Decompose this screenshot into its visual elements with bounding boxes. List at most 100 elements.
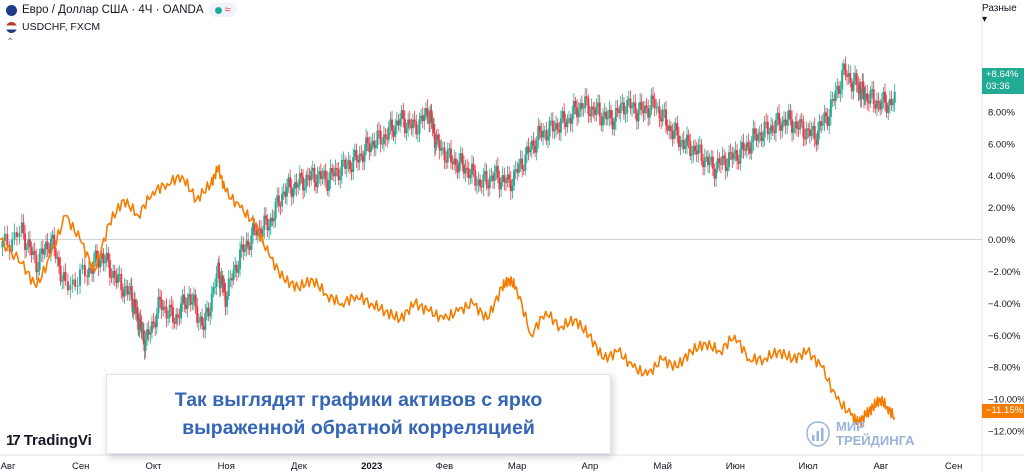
eurusd-candle — [546, 136, 549, 141]
eurusd-candle — [828, 116, 831, 126]
eurusd-candle — [721, 155, 724, 165]
eurusd-candle — [818, 121, 821, 131]
eurusd-candle — [861, 81, 864, 95]
eurusd-candle — [522, 168, 525, 171]
eurusd-candle — [669, 125, 672, 132]
eurusd-candle — [791, 119, 794, 133]
eurusd-candle — [694, 145, 697, 151]
eurusd-candle — [888, 98, 891, 105]
eurusd-candle — [618, 110, 621, 114]
eurusd-candle — [197, 321, 200, 323]
eurusd-candle — [402, 110, 405, 120]
eurusd-candle — [271, 217, 274, 222]
eurusd-candle — [18, 232, 21, 238]
eurusd-candle — [884, 91, 887, 103]
eurusd-candle — [28, 239, 31, 247]
eurusd-candle — [434, 144, 437, 148]
eurusd-candle — [506, 174, 509, 183]
eurusd-candle — [792, 128, 795, 133]
eurusd-candle — [41, 248, 44, 255]
x-tick-label: Июл — [798, 461, 817, 472]
x-tick-label: Июн — [726, 461, 745, 472]
status-pill[interactable]: ≈ — [208, 3, 237, 17]
eurusd-candle — [284, 191, 287, 197]
eurusd-candle — [294, 182, 297, 189]
tradingview-logo[interactable]: 17 TradingVi — [6, 432, 92, 449]
eurusd-candle — [711, 156, 714, 169]
eurusd-candle — [35, 254, 38, 273]
eurusd-candle — [224, 291, 227, 307]
eurusd-candle — [627, 98, 630, 100]
eurusd-candle — [215, 273, 218, 287]
eurusd-candle — [461, 153, 464, 165]
eurusd-candle — [157, 296, 160, 314]
x-tick-label: Дек — [291, 461, 308, 472]
collapse-legend-chevron-icon[interactable]: ⌃ — [6, 37, 15, 48]
eurusd-candle — [726, 167, 729, 171]
tradingview-mark-icon: 17 — [6, 432, 21, 449]
eurusd-candle — [274, 201, 277, 219]
eurusd-candle — [138, 329, 141, 331]
eurusd-candle — [770, 125, 773, 134]
eurusd-candle — [192, 294, 195, 302]
eurusd-candle — [574, 100, 577, 108]
eurusd-candle — [327, 180, 330, 191]
eurusd-candle — [869, 90, 872, 104]
eurusd-candle — [353, 149, 356, 158]
eurusd-candle — [366, 137, 369, 144]
eurusd-candle — [611, 118, 614, 130]
eurusd-candle — [340, 159, 343, 176]
caption-line-1: Так выглядят графики активов с ярко — [174, 389, 543, 411]
eurusd-candle — [316, 174, 319, 188]
eurusd-candle — [540, 131, 543, 138]
eurusd-candle — [648, 110, 651, 118]
second-symbol-label: USDCHF, FXCM — [22, 21, 101, 33]
eurusd-candle — [56, 257, 59, 259]
eurusd-candle — [858, 87, 861, 90]
eurusd-candle — [509, 179, 512, 192]
scale-mode-button[interactable]: Разные ▾ — [982, 3, 1017, 25]
eurusd-candle — [61, 280, 64, 282]
second-symbol-legend[interactable]: USDCHF, FXCM — [6, 21, 100, 33]
eurusd-candle — [40, 248, 43, 254]
eurusd-candle — [426, 108, 429, 118]
eurusd-candle — [508, 174, 511, 180]
eurusd-candle — [132, 306, 135, 313]
eurusd-candle — [779, 124, 782, 131]
eurusd-candle — [795, 121, 798, 128]
eurusd-candle — [421, 115, 424, 122]
eurusd-candle — [530, 140, 533, 150]
eurusd-candle — [416, 133, 419, 135]
eurusd-candle — [221, 275, 224, 286]
eurusd-candle — [584, 96, 587, 108]
eurusd-candle — [635, 113, 638, 122]
eurusd-candle — [516, 169, 519, 173]
eurusd-candle — [290, 187, 293, 198]
eurusd-candle — [493, 172, 496, 181]
eurusd-candle — [519, 158, 522, 164]
eurusd-candle — [664, 109, 667, 126]
eurusd-candle — [194, 294, 197, 307]
main-symbol-legend[interactable]: Евро / Доллар США · 4Ч · OANDA ≈ — [6, 3, 237, 17]
eurusd-candle — [201, 316, 204, 326]
eurusd-candle — [781, 121, 784, 131]
eurusd-candle — [787, 110, 790, 120]
eurusd-candle — [144, 339, 147, 352]
eurusd-candle — [626, 99, 629, 114]
eurusd-candle — [58, 257, 61, 266]
eurusd-candle — [183, 294, 186, 305]
eurusd-candle — [716, 158, 719, 169]
eurusd-candle — [140, 321, 143, 333]
eurusd-candle — [100, 253, 103, 259]
eurusd-candle — [753, 128, 756, 134]
eurusd-candle — [882, 91, 885, 101]
eurusd-candle — [456, 165, 459, 173]
eurusd-candle — [622, 102, 625, 115]
eurusd-candle — [740, 142, 743, 150]
eurusd-candle — [43, 249, 46, 255]
eurusd-candle — [535, 140, 538, 153]
y-tick-label: −6.00% — [988, 331, 1021, 342]
x-tick-label: 2023 — [361, 461, 382, 472]
eurusd-candle — [196, 306, 199, 323]
